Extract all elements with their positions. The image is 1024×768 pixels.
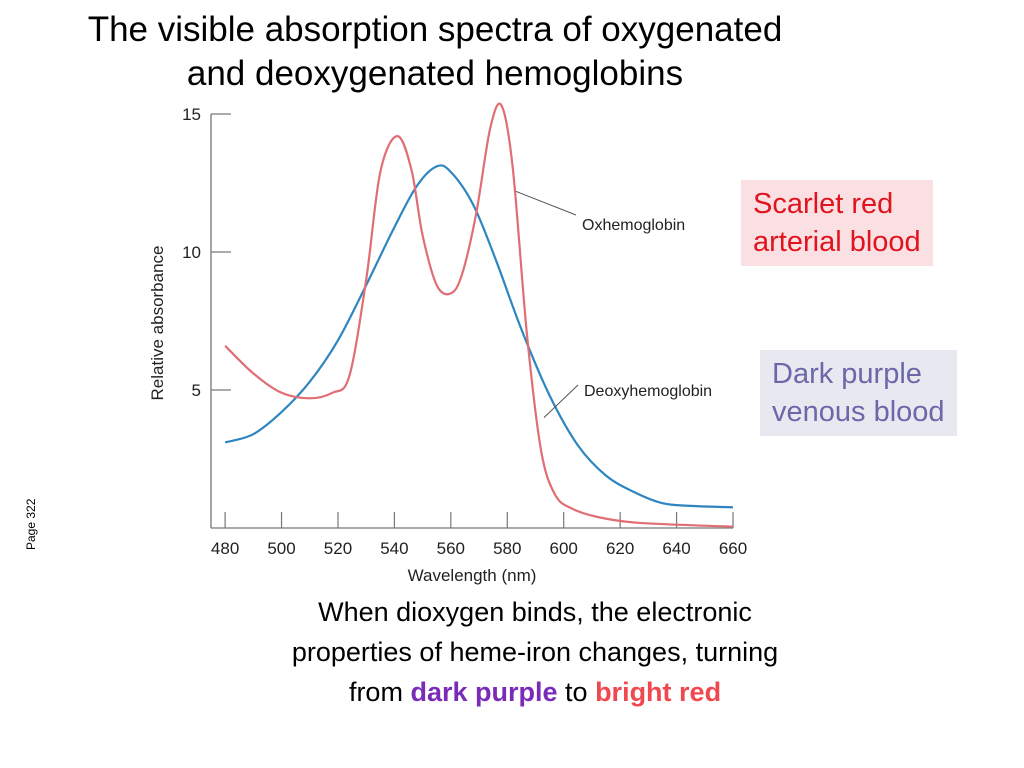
- caption-bright-red: bright red: [595, 677, 722, 707]
- x-tick-label-660: 660: [719, 539, 747, 558]
- oxhemoglobin-leader-line: [515, 190, 577, 216]
- arterial-callout-line-2: arterial blood: [753, 226, 921, 258]
- x-tick-label-580: 580: [493, 539, 521, 558]
- slide-title: The visible absorption spectra of oxygen…: [0, 8, 870, 96]
- x-tick-label-560: 560: [437, 539, 465, 558]
- y-tick-label-5: 5: [192, 381, 201, 400]
- title-line-2: and deoxygenated hemoglobins: [186, 54, 684, 93]
- x-tick-label-480: 480: [211, 539, 239, 558]
- chart-series: [224, 102, 734, 528]
- x-tick-label-500: 500: [267, 539, 295, 558]
- oxhemoglobin-line: [224, 102, 734, 528]
- caption-line-3: from dark purple to bright red: [200, 672, 870, 712]
- y-axis-title: Relative absorbance: [148, 246, 167, 401]
- page-reference: Page 322: [24, 498, 38, 550]
- venous-callout-line-2: venous blood: [772, 396, 945, 428]
- arterial-blood-callout: Scarlet red arterial blood: [741, 180, 933, 266]
- x-tick-label-640: 640: [662, 539, 690, 558]
- caption-line-1: When dioxygen binds, the electronic: [318, 597, 752, 627]
- caption-from: from: [348, 677, 403, 707]
- deoxyhemoglobin-label: Deoxyhemoglobin: [584, 383, 712, 400]
- venous-blood-callout: Dark purple venous blood: [760, 350, 957, 436]
- title-line-1: The visible absorption spectra of oxygen…: [87, 10, 783, 49]
- y-tick-label-15: 15: [182, 105, 201, 124]
- caption-to: to: [565, 677, 588, 707]
- chart-axes: Wavelength (nm) Relative absorbance: [148, 114, 733, 585]
- y-tick-label-10: 10: [182, 243, 201, 262]
- x-tick-label-620: 620: [606, 539, 634, 558]
- x-tick-label-540: 540: [380, 539, 408, 558]
- venous-callout-line-1: Dark purple: [772, 358, 922, 390]
- chart-series-labels: Oxhemoglobin Deoxyhemoglobin: [515, 190, 712, 418]
- caption: When dioxygen binds, the electronic prop…: [200, 592, 870, 712]
- caption-dark-purple: dark purple: [410, 677, 558, 707]
- arterial-callout-line-1: Scarlet red: [753, 188, 894, 220]
- chart-ticks: 480 500 520 540 560 580 600 620 640 660 5 10 15: [182, 105, 747, 558]
- caption-line-2: properties of heme-iron changes, turning: [291, 637, 779, 667]
- oxhemoglobin-label: Oxhemoglobin: [582, 217, 685, 234]
- deoxyhemoglobin-line: [224, 164, 734, 509]
- x-tick-label-520: 520: [324, 539, 352, 558]
- deoxyhemoglobin-leader-line: [543, 384, 579, 418]
- x-tick-label-600: 600: [550, 539, 578, 558]
- x-axis-title: Wavelength (nm): [408, 566, 537, 585]
